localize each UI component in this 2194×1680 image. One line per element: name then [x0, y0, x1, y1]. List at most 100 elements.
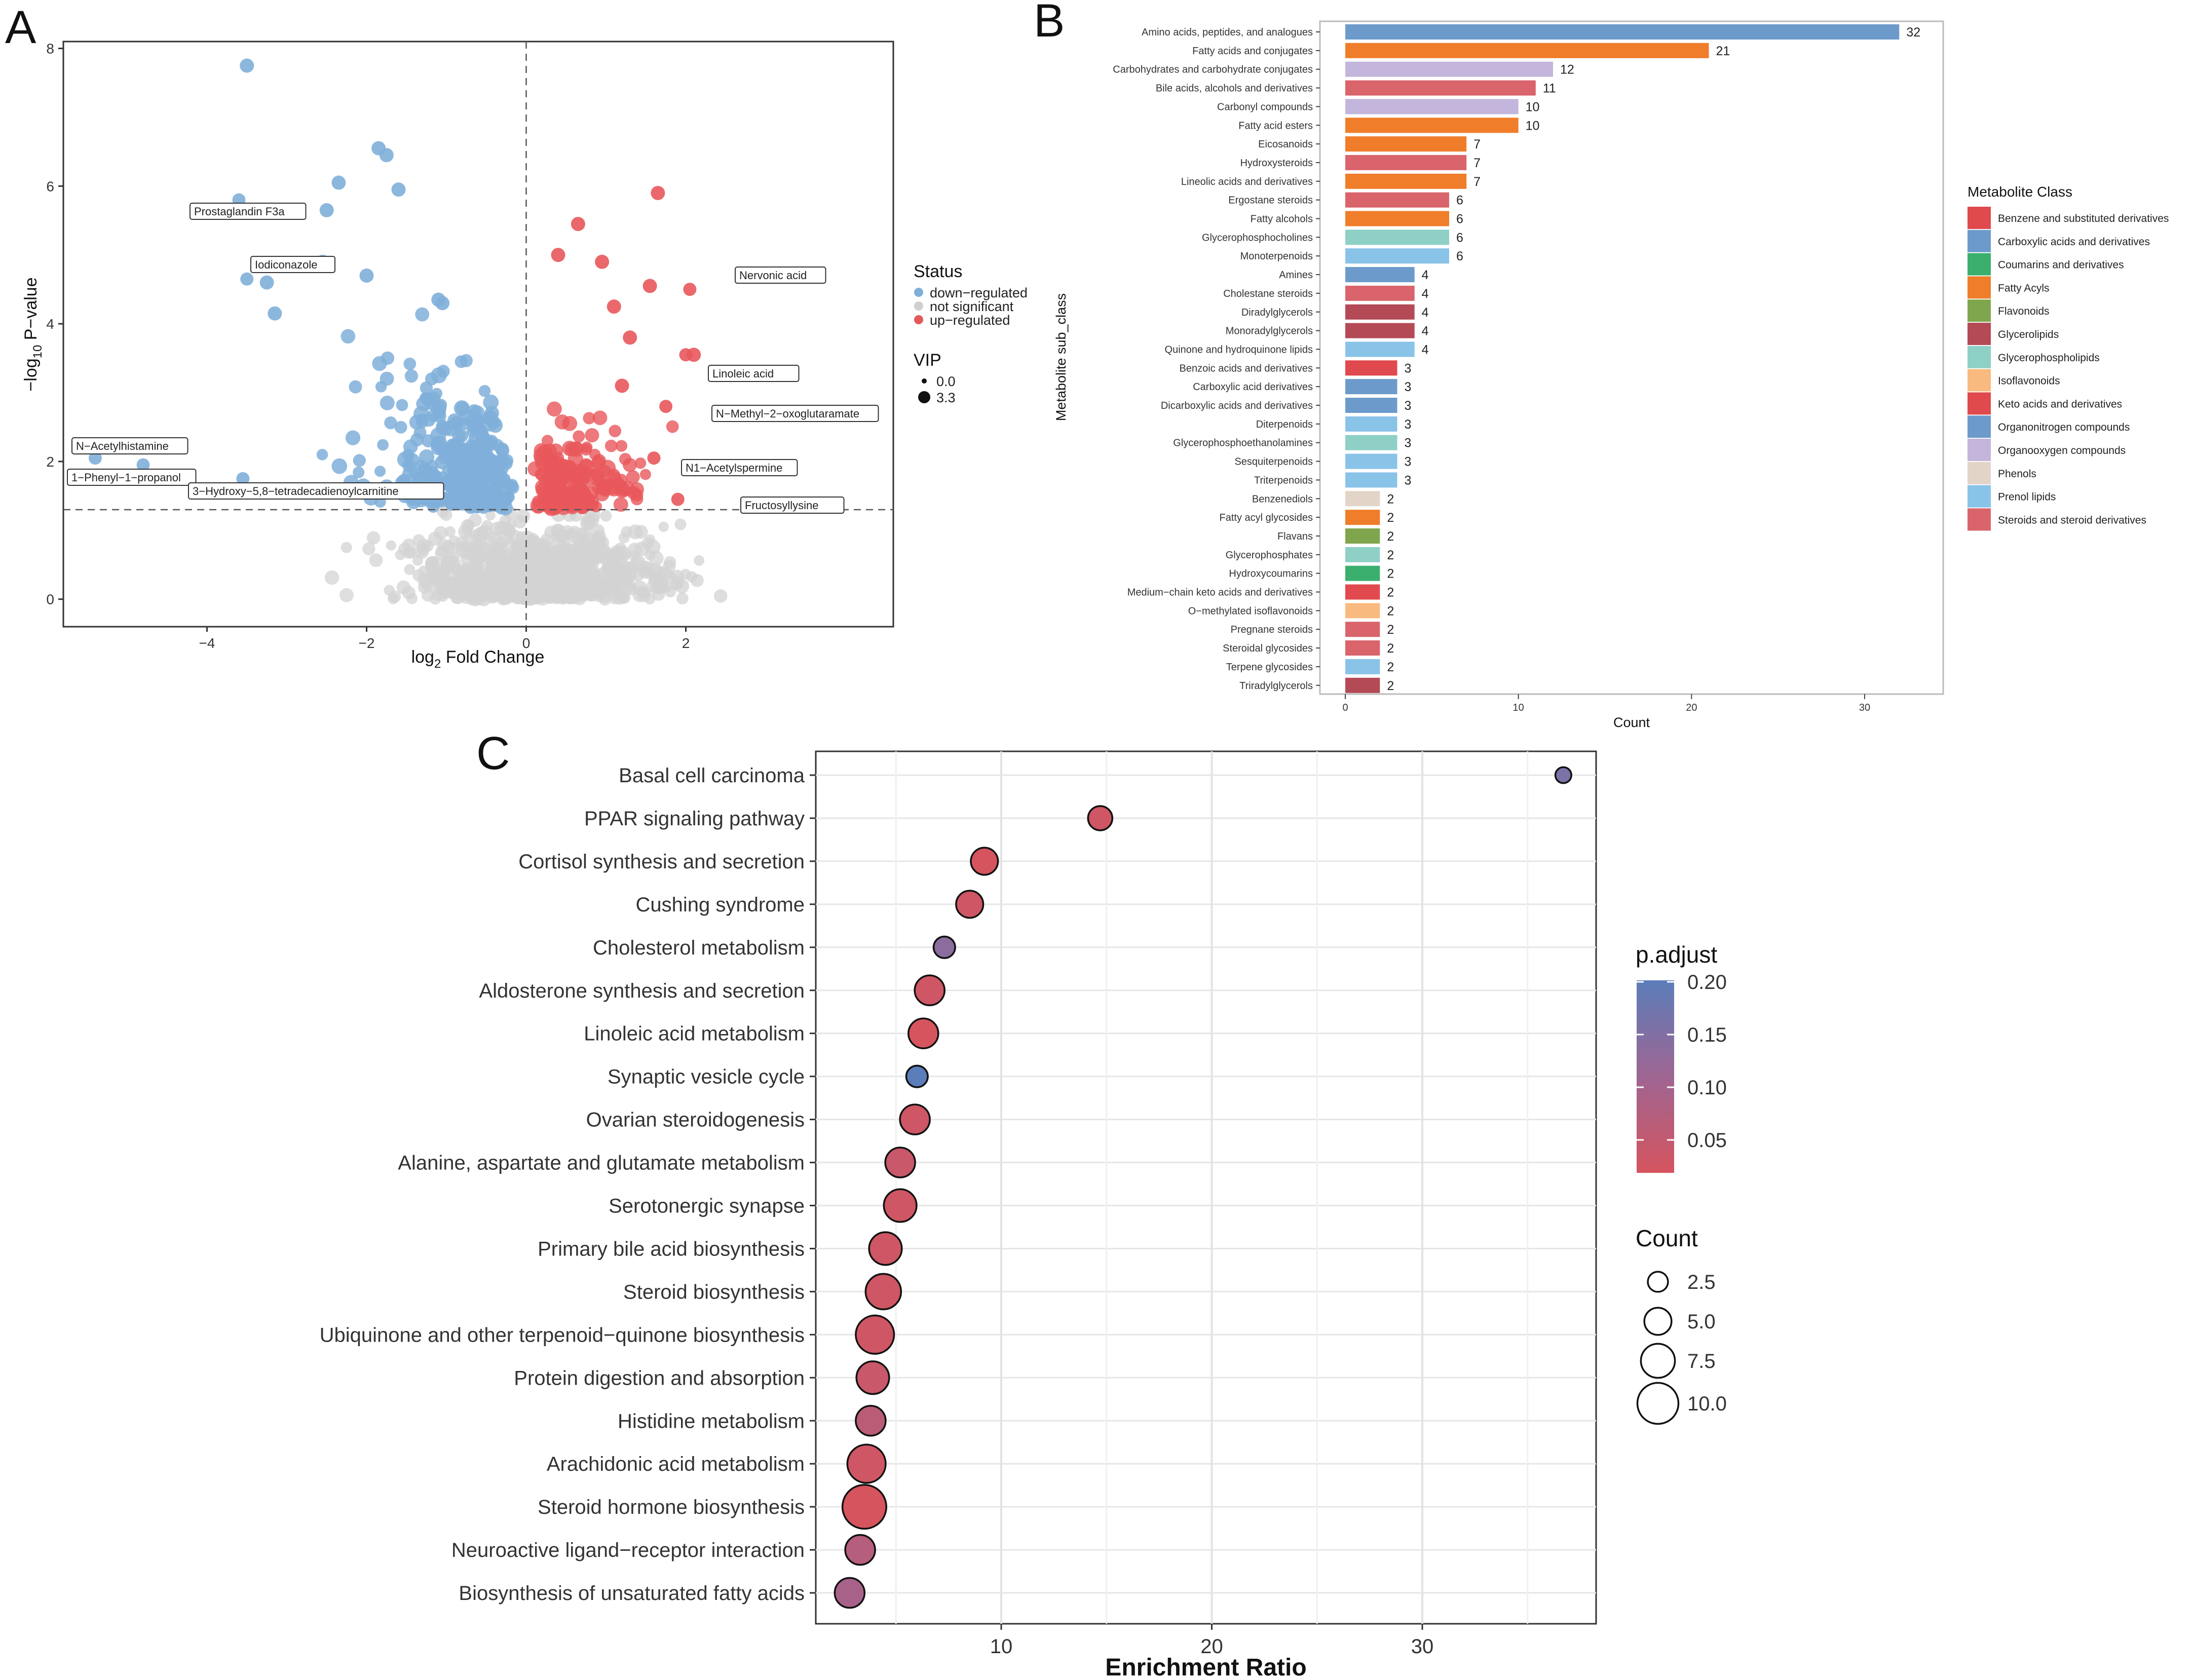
category-label-b: Benzoic acids and derivatives	[1180, 363, 1313, 374]
size-legend-label: 10.0	[1687, 1393, 1727, 1415]
point-up-regulated	[548, 488, 560, 501]
bar	[1345, 80, 1536, 96]
point-not-significant	[514, 590, 524, 600]
legend-b-label: Organonitrogen compounds	[1998, 422, 2130, 433]
point-label-text: N−Methyl−2−oxoglutaramate	[716, 407, 859, 420]
point-down-regulated	[404, 369, 419, 383]
point-not-significant	[449, 551, 460, 562]
point-up-regulated	[666, 420, 679, 433]
point-down-regulated	[478, 385, 491, 397]
pathway-dot	[914, 974, 945, 1006]
category-label-b: Triradylglycerols	[1239, 680, 1313, 692]
point-down-regulated	[374, 466, 386, 477]
legend-b-swatch	[1968, 415, 1991, 438]
point-down-regulated	[431, 388, 443, 399]
pathway-dot	[834, 1577, 866, 1609]
point-labels-layer: Prostaglandin F3a Iodiconazole N−Acetylhis…	[67, 203, 879, 514]
pathway-dot	[907, 1017, 939, 1049]
point-up-regulated	[623, 330, 637, 345]
bar	[1345, 211, 1449, 226]
legend-b-swatch	[1968, 508, 1991, 531]
pathway-label: Primary bile acid biosynthesis	[538, 1238, 805, 1260]
point-not-significant	[412, 569, 425, 582]
point-not-significant	[674, 518, 687, 530]
bar-value-label: 12	[1560, 63, 1574, 77]
point-down-regulated	[435, 296, 450, 311]
color-legend-label: 0.10	[1687, 1077, 1727, 1099]
point-not-significant	[450, 563, 464, 577]
point-up-regulated	[556, 497, 569, 510]
legend-b-swatch	[1968, 485, 1991, 508]
point-not-significant	[542, 563, 557, 578]
point-up-regulated	[642, 279, 657, 293]
point-down-regulated	[316, 449, 328, 461]
legend-b-swatch	[1968, 392, 1991, 415]
point-down-regulated	[505, 480, 517, 493]
category-label-b: Monoterpenoids	[1240, 251, 1313, 262]
category-label-b: Glycerophosphoethanolamines	[1173, 438, 1313, 449]
bar	[1345, 230, 1449, 245]
point-down-regulated	[403, 439, 418, 454]
point-not-significant	[324, 570, 339, 585]
point-up-regulated	[623, 457, 637, 472]
point-not-significant	[586, 553, 598, 566]
point-up-regulated	[651, 185, 665, 200]
point-label-box	[711, 405, 879, 422]
legend-status: Status down−regulated not significant up…	[914, 262, 1028, 328]
point-not-significant	[686, 571, 698, 583]
point-up-regulated	[530, 498, 547, 514]
point-not-significant	[481, 520, 493, 531]
y-tick-label-a: 8	[46, 41, 54, 57]
point-down-regulated	[331, 175, 346, 190]
point-up-regulated	[615, 378, 629, 393]
point-down-regulated	[447, 413, 462, 428]
point-label: Fructosyllysine	[740, 497, 845, 514]
axes-c: Basal cell carcinoma PPAR signaling pathw…	[320, 765, 1434, 1658]
point-labeled	[647, 451, 661, 465]
bar-value-label: 7	[1473, 137, 1481, 151]
bar	[1345, 640, 1380, 656]
pathway-dot	[1087, 805, 1114, 831]
point-not-significant	[569, 525, 581, 538]
point-not-significant	[460, 563, 472, 576]
point-down-regulated	[461, 443, 473, 455]
bar	[1345, 248, 1449, 264]
point-down-regulated	[415, 307, 430, 322]
point-label: N1−Acetylspermine	[681, 459, 798, 476]
legend-vip-title: VIP	[914, 351, 941, 370]
point-label-box	[71, 437, 188, 454]
x-tick-label-b: 0	[1342, 702, 1348, 713]
legend-b-swatch	[1968, 276, 1991, 299]
point-not-significant	[493, 542, 506, 554]
bar-value-label: 3	[1405, 473, 1412, 487]
bar	[1345, 584, 1380, 600]
bar-value-label: 6	[1456, 194, 1463, 208]
x-tick-label-a: −4	[199, 635, 215, 651]
point-down-regulated	[353, 466, 365, 478]
point-not-significant	[559, 530, 571, 542]
axes-b: 0 10 20 30	[1342, 694, 1870, 713]
bar-value-label: 3	[1405, 436, 1412, 450]
legend-b-label: Flavonoids	[1998, 306, 2050, 317]
category-label-b: Quinone and hydroquinone lipids	[1165, 344, 1313, 355]
legend-down-label: down−regulated	[930, 285, 1028, 300]
point-not-significant	[598, 544, 612, 557]
point-down-regulated	[372, 356, 387, 371]
category-label-b: O−methylated isoflavonoids	[1188, 605, 1313, 617]
point-down-regulated	[396, 399, 408, 411]
legend-b-label: Benzene and substituted derivatives	[1998, 213, 2169, 224]
point-down-regulated	[455, 355, 468, 368]
category-label-b: Pregnane steroids	[1231, 624, 1313, 635]
point-not-significant	[600, 510, 612, 522]
pathway-dot	[841, 1484, 887, 1530]
legend-b-swatch	[1968, 346, 1991, 368]
bar	[1345, 192, 1449, 208]
point-not-significant	[387, 593, 399, 604]
point-not-significant	[517, 566, 533, 581]
point-up-regulated	[583, 412, 595, 425]
bar-value-label: 32	[1906, 25, 1920, 40]
point-label-box	[735, 266, 826, 284]
point-not-significant	[572, 558, 583, 570]
bar-value-label: 2	[1387, 548, 1394, 562]
point-not-significant	[339, 588, 354, 602]
